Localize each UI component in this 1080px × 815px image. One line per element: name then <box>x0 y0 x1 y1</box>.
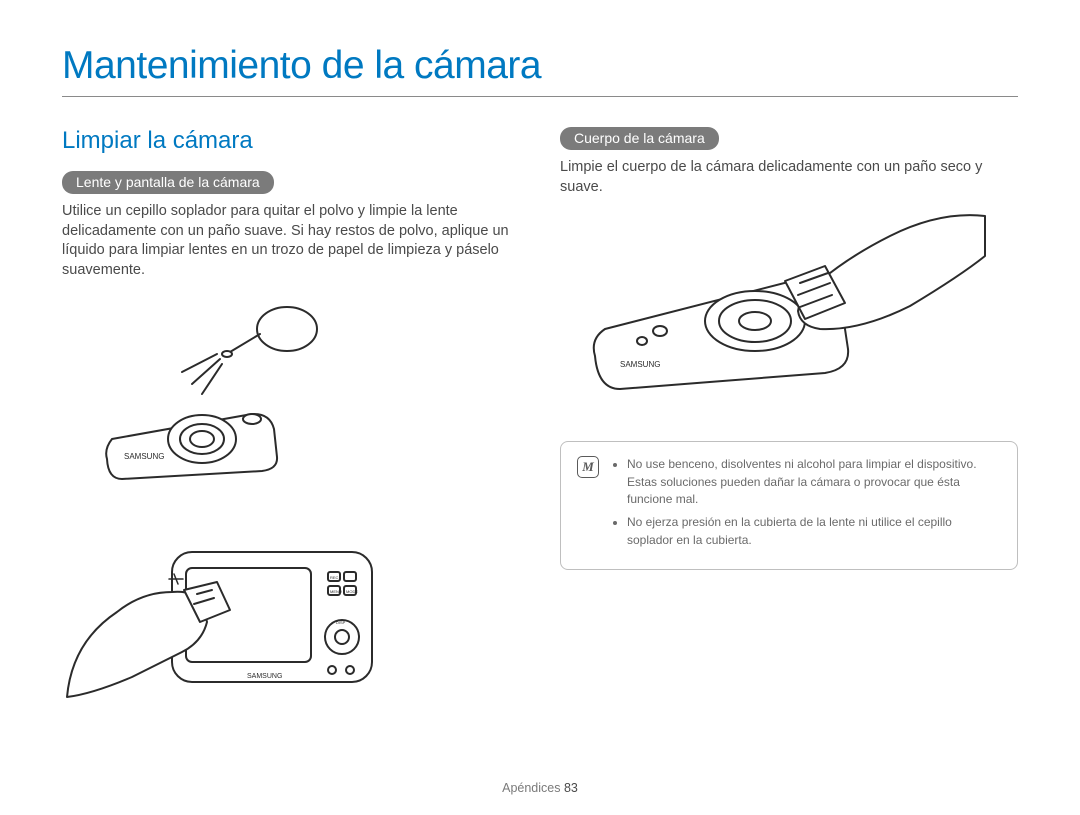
note-item: No use benceno, disolventes ni alcohol p… <box>627 456 1001 508</box>
manual-page: Mantenimiento de la cámara Limpiar la cá… <box>0 0 1080 815</box>
note-item: No ejerza presión en la cubierta de la l… <box>627 514 1001 549</box>
note-box: M No use benceno, disolventes ni alcohol… <box>560 441 1018 570</box>
svg-text:MENU: MENU <box>330 589 342 594</box>
right-column: Cuerpo de la cámara Limpie el cuerpo de … <box>560 127 1018 720</box>
left-column: Limpiar la cámara Lente y pantalla de la… <box>62 127 520 720</box>
section-title: Limpiar la cámara <box>62 127 520 155</box>
body-instructions: Limpie el cuerpo de la cámara delicadame… <box>560 158 1018 197</box>
lens-instructions: Utilice un cepillo soplador para quitar … <box>62 202 520 280</box>
svg-text:SAMSUNG: SAMSUNG <box>124 452 164 461</box>
illustration-blower: SAMSUNG <box>62 294 520 494</box>
svg-text:REC: REC <box>330 575 339 580</box>
svg-text:MODE: MODE <box>346 589 358 594</box>
illustration-wipe-body: SAMSUNG <box>560 211 1018 411</box>
svg-text:SAMSUNG: SAMSUNG <box>247 673 282 680</box>
footer-section: Apéndices <box>502 781 560 795</box>
subsection-pill-lens: Lente y pantalla de la cámara <box>62 171 274 194</box>
page-footer: Apéndices 83 <box>0 781 1080 795</box>
illustration-wipe-screen: SAMSUNG REC MENU MODE DISP <box>62 512 520 702</box>
svg-text:DISP: DISP <box>336 620 346 625</box>
note-icon: M <box>577 456 599 478</box>
note-list: No use benceno, disolventes ni alcohol p… <box>611 456 1001 555</box>
page-title: Mantenimiento de la cámara <box>62 44 1018 97</box>
svg-text:SAMSUNG: SAMSUNG <box>620 360 660 369</box>
content-columns: Limpiar la cámara Lente y pantalla de la… <box>62 127 1018 720</box>
subsection-pill-body: Cuerpo de la cámara <box>560 127 719 150</box>
footer-page-number: 83 <box>564 781 578 795</box>
